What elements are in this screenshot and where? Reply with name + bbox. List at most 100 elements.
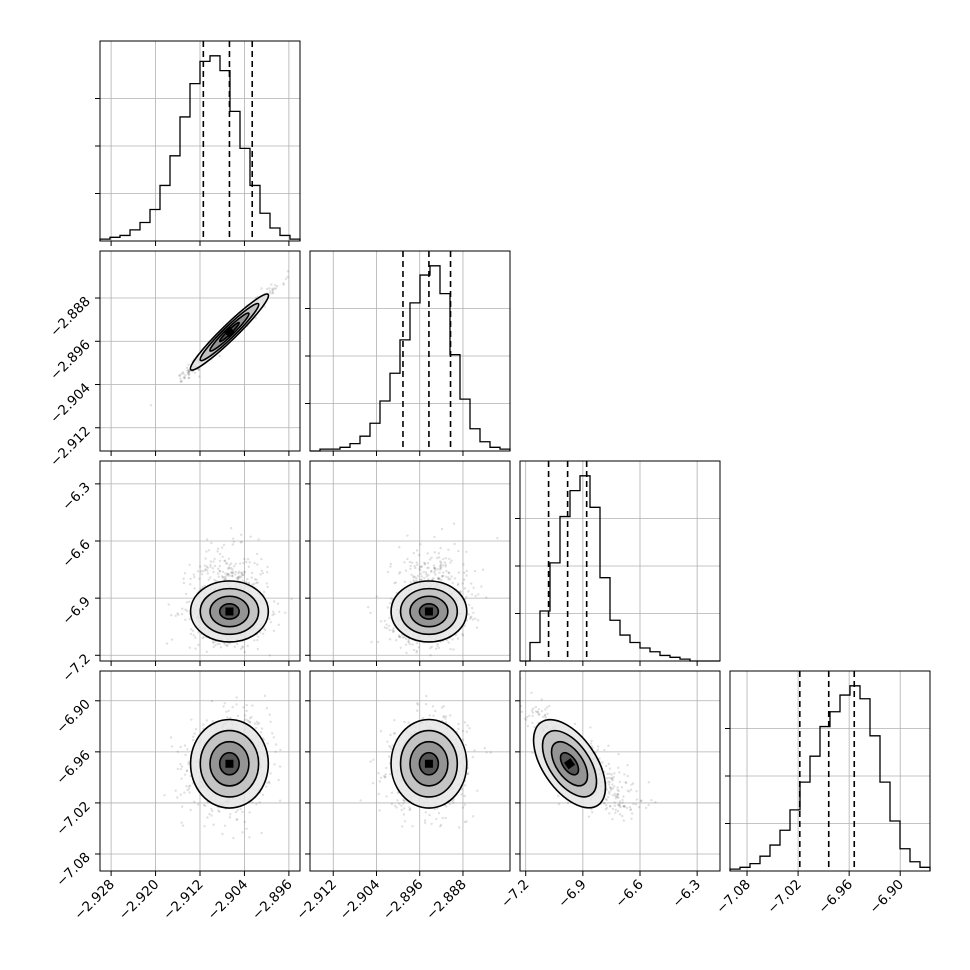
sample-point [398,634,401,637]
sample-point [442,557,445,561]
sample-point [434,647,438,650]
sample-point [203,825,206,828]
sample-point [240,541,243,544]
sample-point [401,825,404,828]
sample-point [249,720,252,724]
sample-point [618,771,621,774]
sample-point [447,571,450,574]
sample-point [392,630,395,633]
pair-panel-2-3 [519,670,721,872]
sample-point [189,583,192,586]
sample-point [248,561,251,564]
sample-point [226,572,230,576]
sample-point [205,719,208,722]
sample-point [190,628,193,631]
sample-point [409,581,412,584]
sample-point [430,556,433,559]
sample-point [235,818,238,821]
sample-point [485,751,488,754]
sample-point [187,370,191,373]
sample-point [618,780,621,784]
sample-point [392,732,396,735]
sample-point [229,716,232,720]
sample-point [430,822,433,825]
sample-point [439,825,442,828]
sample-point [452,798,455,801]
sample-point [263,590,266,594]
sample-point [471,618,475,621]
sample-point [256,647,259,651]
sample-point [231,572,234,575]
sample-point [222,705,225,708]
sample-point [217,809,220,812]
sample-point [452,648,455,651]
contour-line [390,718,468,809]
sample-point [462,563,465,566]
sample-point [218,564,222,568]
density-peak [424,607,433,616]
sample-point [461,806,465,809]
sample-point [223,559,226,563]
sample-point [182,372,185,375]
sample-point [256,722,259,726]
sample-point [204,569,207,572]
sample-point [202,803,206,807]
sample-point [236,714,240,718]
sample-point [622,819,625,822]
sample-point [191,629,195,632]
sample-point [389,565,392,568]
sample-point [240,571,243,575]
sample-point [444,717,447,720]
density-peak [225,759,234,768]
sample-point [197,368,201,371]
sample-point [257,721,261,725]
sample-point [178,374,181,377]
sample-point [189,808,192,812]
sample-point [213,564,217,568]
sample-point [402,802,405,805]
sample-point [257,635,260,638]
histogram-step-2 [520,475,720,662]
sample-point [225,644,229,648]
sample-point [618,804,622,807]
sample-point [436,644,439,647]
sample-point [439,564,443,567]
panel-frame [519,460,721,662]
sample-point [456,637,460,640]
sample-point [420,565,424,568]
sample-point [416,642,419,645]
sample-point [460,793,463,796]
sample-point [617,752,620,756]
sample-point [385,623,388,626]
sample-point [227,557,231,560]
sample-point [181,824,185,827]
sample-point [442,571,445,574]
sample-point [384,775,387,779]
sample-point [187,787,191,790]
sample-point [433,535,436,539]
sample-point [428,558,432,561]
sample-point [201,585,204,589]
sample-point [437,812,441,815]
sample-point [179,745,182,749]
sample-point [192,735,195,738]
sample-point [420,575,424,578]
sample-point [617,793,620,796]
sample-point [489,751,492,754]
sample-point [422,561,426,565]
sample-point [385,795,388,798]
sample-point [194,647,197,650]
sample-point [460,788,464,791]
sample-point [276,285,279,288]
sample-point [597,745,600,748]
sample-point [187,785,191,788]
sample-point [415,651,418,654]
panel-content [149,270,290,407]
sample-point [224,572,227,575]
sample-point [210,807,213,811]
sample-point [465,730,468,733]
sample-point [240,533,243,536]
sample-point [269,720,272,723]
sample-point [450,575,453,578]
sample-point [430,569,433,573]
